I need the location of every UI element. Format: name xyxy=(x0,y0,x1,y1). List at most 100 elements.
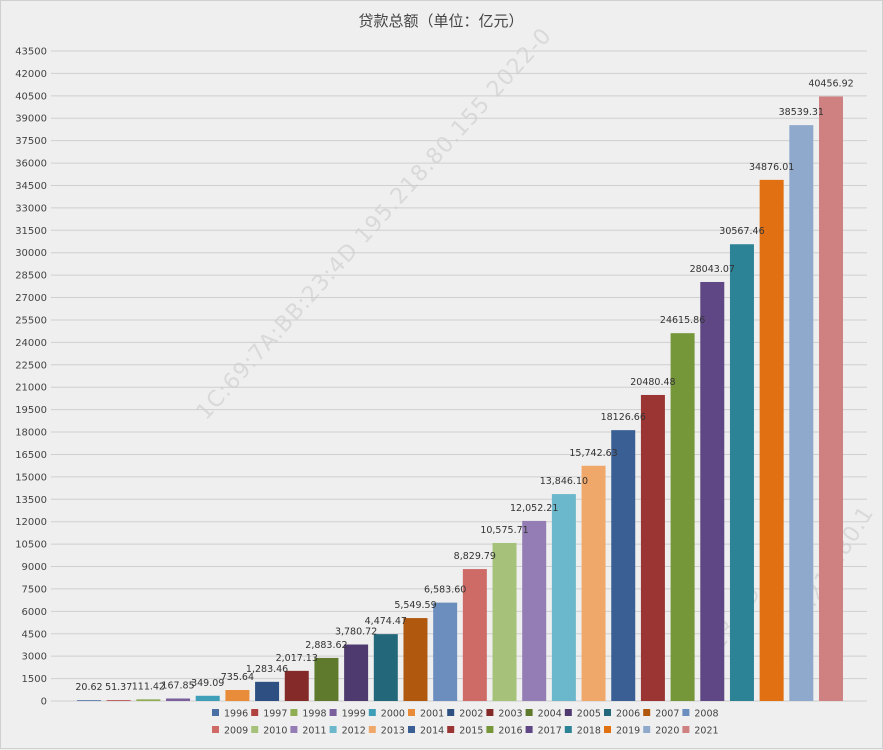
data-label-2007: 5,549.59 xyxy=(394,600,436,611)
data-label-2013: 15,742.63 xyxy=(569,448,617,459)
y-tick-label: 10500 xyxy=(15,540,47,551)
legend-label-2004: 2004 xyxy=(538,709,562,720)
bar-1996 xyxy=(77,700,101,701)
y-tick-label: 6000 xyxy=(22,607,47,618)
legend-swatch-1999 xyxy=(329,709,337,716)
y-tick-label: 1500 xyxy=(22,674,47,685)
y-tick-label: 27000 xyxy=(15,293,47,304)
legend-label-2015: 2015 xyxy=(459,726,483,737)
legend-swatch-1998 xyxy=(290,709,298,716)
y-tick-label: 31500 xyxy=(15,226,47,237)
data-label-2015: 20480.48 xyxy=(630,377,675,388)
bar-2001 xyxy=(225,690,250,701)
y-tick-label: 40500 xyxy=(15,91,47,102)
legend-swatch-2007 xyxy=(643,709,651,716)
data-label-2014: 18126.66 xyxy=(601,412,646,423)
bar-2008 xyxy=(433,602,458,701)
legend-swatch-1997 xyxy=(251,709,259,716)
data-label-2005: 3,780.72 xyxy=(335,627,377,638)
y-tick-label: 43500 xyxy=(15,47,47,58)
legend-swatch-2008 xyxy=(682,709,690,716)
bar-2017 xyxy=(700,281,725,701)
legend-swatch-2013 xyxy=(368,726,376,733)
bar-2003 xyxy=(284,670,309,701)
legend-label-2003: 2003 xyxy=(498,709,522,720)
data-label-2018: 30567.46 xyxy=(719,226,764,237)
legend-swatch-2015 xyxy=(447,726,455,733)
bar-2018 xyxy=(729,244,754,701)
y-tick-label: 22500 xyxy=(15,360,47,371)
legend-swatch-2000 xyxy=(368,709,376,716)
data-label-1998: 111.42 xyxy=(132,681,165,692)
data-label-1996: 20.62 xyxy=(75,682,102,693)
y-tick-label: 13500 xyxy=(15,495,47,506)
legend-label-2008: 2008 xyxy=(694,709,718,720)
legend-swatch-2020 xyxy=(643,726,651,733)
bar-2021 xyxy=(819,96,843,701)
bar-1997 xyxy=(106,700,131,701)
legend-label-2014: 2014 xyxy=(420,726,444,737)
data-label-2016: 24615.86 xyxy=(660,315,705,326)
y-tick-label: 42000 xyxy=(15,69,47,80)
bar-2012 xyxy=(551,494,576,701)
chart-title: 贷款总额（单位：亿元） xyxy=(358,12,523,30)
bar-1999 xyxy=(166,698,191,701)
legend-label-2013: 2013 xyxy=(381,726,405,737)
legend-label-2000: 2000 xyxy=(381,709,405,720)
data-label-2010: 10,575.71 xyxy=(480,525,528,536)
legend-label-2011: 2011 xyxy=(302,726,326,737)
legend-swatch-2019 xyxy=(604,726,611,733)
y-tick-label: 0 xyxy=(41,697,47,708)
legend-swatch-2010 xyxy=(251,726,259,733)
legend-label-2006: 2006 xyxy=(616,709,640,720)
legend-swatch-2004 xyxy=(525,709,533,716)
legend-label-1999: 1999 xyxy=(342,709,366,720)
legend-swatch-1996 xyxy=(212,709,219,716)
legend-label-2021: 2021 xyxy=(694,726,718,737)
bar-2010 xyxy=(492,542,517,701)
legend-label-2016: 2016 xyxy=(498,726,522,737)
y-tick-label: 24000 xyxy=(15,338,47,349)
y-tick-label: 15000 xyxy=(15,472,47,483)
legend-swatch-2001 xyxy=(408,709,415,716)
data-label-2003: 2,017.13 xyxy=(276,653,318,664)
bar-2005 xyxy=(344,644,369,701)
legend-label-2002: 2002 xyxy=(459,709,483,720)
legend-label-2005: 2005 xyxy=(577,709,601,720)
data-label-2021: 40456.92 xyxy=(808,78,853,89)
y-tick-label: 19500 xyxy=(15,405,47,416)
y-tick-label: 25500 xyxy=(15,315,47,326)
data-label-2004: 2,883.62 xyxy=(305,640,347,651)
legend-swatch-2009 xyxy=(212,726,219,733)
legend-swatch-2006 xyxy=(604,709,611,716)
y-tick-label: 36000 xyxy=(15,159,47,170)
legend-swatch-2002 xyxy=(447,709,455,716)
y-tick-label: 12000 xyxy=(15,517,47,528)
bar-2014 xyxy=(611,430,636,701)
y-tick-label: 3000 xyxy=(22,652,47,663)
bar-2016 xyxy=(670,333,695,701)
data-label-1999: 167.85 xyxy=(161,680,194,691)
legend-label-2017: 2017 xyxy=(538,726,562,737)
y-tick-label: 4500 xyxy=(22,629,47,640)
data-label-2011: 12,052.21 xyxy=(510,503,558,514)
bar-2002 xyxy=(255,681,280,701)
bar-2006 xyxy=(373,634,398,701)
bar-2020 xyxy=(789,125,814,702)
y-tick-label: 16500 xyxy=(15,450,47,461)
legend-swatch-2011 xyxy=(290,726,298,733)
legend-swatch-2014 xyxy=(408,726,415,733)
data-label-1997: 51.37 xyxy=(105,682,132,693)
bar-2007 xyxy=(403,618,428,701)
bar-2019 xyxy=(759,179,784,702)
data-label-2012: 13,846.10 xyxy=(540,476,588,487)
legend-label-2001: 2001 xyxy=(420,709,444,720)
y-tick-label: 28500 xyxy=(15,271,47,282)
data-label-2019: 34876.01 xyxy=(749,162,794,173)
data-label-2001: 735.64 xyxy=(221,672,254,683)
legend-label-2018: 2018 xyxy=(577,726,601,737)
y-tick-label: 37500 xyxy=(15,136,47,147)
bar-2013 xyxy=(581,465,606,701)
